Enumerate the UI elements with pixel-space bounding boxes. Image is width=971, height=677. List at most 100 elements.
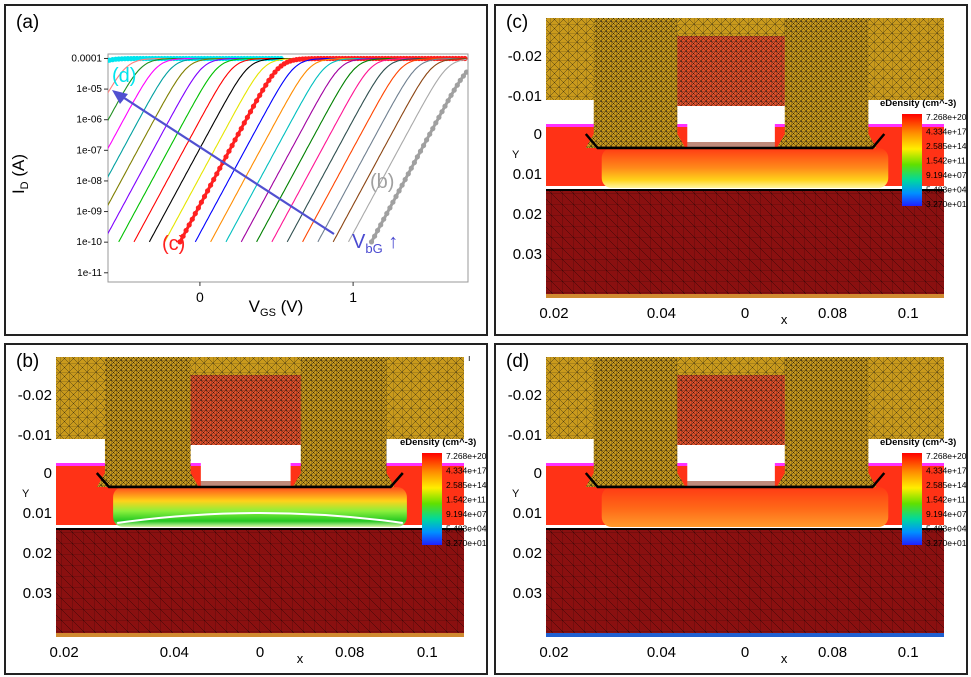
curve-marker [208,182,214,188]
curve-marker [226,148,232,154]
curve-marker [460,73,466,79]
right-spacer-mesh [292,357,395,487]
panel-label-a: (a) [16,12,40,33]
x-axis-title: x [781,312,788,327]
curve-marker [52,132,57,137]
curve-marker [463,69,468,75]
channel-region [113,487,407,527]
substrate-mesh [546,190,944,298]
curve-marker [37,160,42,165]
right-spacer-mesh [776,357,877,487]
vbg-arrow-line [117,93,335,235]
curve-marker [195,205,201,211]
curve-marker [445,98,451,104]
curve-marker [375,227,381,234]
curve-marker [229,142,235,149]
legend-value-label: 9.194e+07 [926,170,967,180]
vbg-arrow-label-symbol: ↑ [383,231,399,253]
curve-marker [0,228,5,233]
curve-marker [430,126,436,132]
curve-marker [266,77,272,83]
curve-marker [232,137,238,143]
transfer-curve-20 [317,57,467,243]
bottom-contact [56,633,464,637]
curve-marker [189,216,195,222]
curve-marker [250,103,257,109]
curve-marker [417,148,424,154]
gate-cavity [687,118,775,142]
legend-value-label: 7.268e+20 [926,451,967,461]
y-tick-label: 0.03 [23,585,52,602]
panel-label-d: (d) [506,351,530,372]
curves-group [0,55,468,245]
legend-value-label: 5.483e+04 [926,524,967,534]
y-tick-label: 1e-06 [76,115,102,126]
curve-marker [411,159,417,166]
gate-electrode-mesh [677,375,785,445]
device-cross-section [546,18,944,298]
legend-colorbar [902,114,922,206]
curve-marker [211,176,217,183]
x-tick-label: 0.02 [539,644,568,661]
curve-marker [33,166,38,171]
legend-title: eDensity (cm^-3) [880,98,956,109]
x-tick-label: 0 [741,305,749,322]
curve-marker [15,200,20,205]
contour-line [117,512,403,524]
legend-value-label: 7.268e+20 [446,451,487,461]
legend-value-label: 5.483e+04 [926,185,967,195]
legend-value-label: 2.585e+14 [926,141,967,151]
y-tick-label: -0.01 [508,88,542,105]
x-tick-label: 0 [741,644,749,661]
curve-marker [396,188,402,194]
curve-marker [30,171,35,176]
corner-mark: ı [468,353,471,363]
x-tick-label: 0.08 [818,305,847,322]
curve-marker [384,210,390,217]
y-axis-title-unit: (A) [9,154,28,181]
legend-value-label: 4.334e+17 [926,466,967,476]
y-tick-label: -0.02 [18,387,52,404]
curve-marker [186,222,192,228]
channel-region [601,487,889,527]
curve-marker [436,114,442,120]
curve-marker [368,239,375,245]
y-tick-label: -0.01 [508,427,542,444]
y-tick-label: 1e-11 [77,268,102,279]
legend-value-label: 2.585e+14 [926,480,967,490]
curve-marker [27,177,32,182]
y-tick-label: 0.0001 [71,53,102,64]
curve-marker [12,205,17,210]
curve-marker [6,217,11,222]
curve-marker [183,227,189,234]
curve-marker [58,120,63,125]
device-cross-section [56,357,464,637]
x-axis-title: x [781,651,788,666]
y-tick-label: 0.01 [513,505,542,522]
legend-value-label: 1.542e+11 [446,495,486,505]
curve-label-c: (c) [162,233,185,255]
transfer-curve-21 [332,58,467,243]
curve-marker [49,137,54,142]
curve-marker [457,77,463,83]
right-spacer-mesh [776,18,877,148]
legend-value-label: 3.270e+01 [926,199,967,209]
y-tick-label: 0.02 [513,206,542,223]
curve-marker [451,87,457,93]
y-axis-title-sub: D [19,181,31,189]
curve-marker [433,120,439,126]
curve-marker [214,171,220,177]
curve-marker [254,98,260,104]
curve-marker [378,222,384,228]
curve-marker [217,165,223,171]
curve-label-d: (d) [112,65,136,87]
curve-marker [421,142,427,149]
y-axis-title: Y [512,488,520,500]
curve-marker [43,149,48,154]
curve-marker [92,66,97,71]
curve-marker [177,239,183,245]
y-tick-label: 1e-05 [76,84,102,95]
legend-title: eDensity (cm^-3) [880,437,956,448]
gate-stack-outline [584,472,886,489]
gate-electrode-mesh [190,375,301,445]
